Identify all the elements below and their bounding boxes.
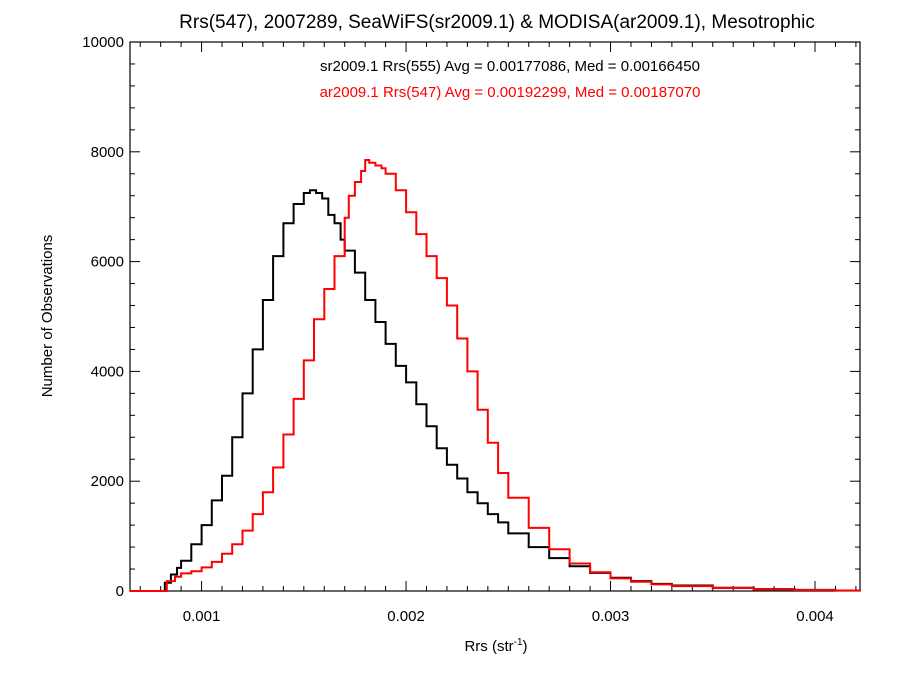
legend-entry-0: sr2009.1 Rrs(555) Avg = 0.00177086, Med … (320, 58, 700, 75)
series-group (130, 159, 861, 592)
x-tick-label: 0.002 (387, 608, 425, 625)
y-tick-label: 4000 (91, 363, 124, 380)
y-tick-label: 8000 (91, 144, 124, 161)
x-axis-label: Rrs (str-1) (464, 637, 527, 655)
series-line-1 (130, 159, 861, 592)
series-line-0 (130, 189, 861, 592)
x-axis-label-superscript: -1 (514, 637, 523, 648)
y-axis-label: Number of Observations (39, 235, 56, 398)
x-axis-label-main: Rrs (str (464, 638, 513, 655)
axis-tick-labels: 0 2000 4000 6000 8000 10000 0.001 0.002 0.003 0.0… (82, 34, 834, 625)
y-tick-label: 10000 (82, 34, 124, 51)
y-tick-label: 2000 (91, 473, 124, 490)
legend: sr2009.1 Rrs(555) Avg = 0.00177086, Med … (320, 58, 701, 101)
axis-ticks (130, 41, 860, 592)
y-tick-label: 0 (116, 583, 124, 600)
plot-frame (129, 41, 861, 592)
y-tick-label: 6000 (91, 254, 124, 271)
x-tick-label: 0.004 (796, 608, 834, 625)
x-tick-label: 0.001 (183, 608, 221, 625)
legend-entry-1: ar2009.1 Rrs(547) Avg = 0.00192299, Med … (320, 84, 701, 101)
x-axis-label-suffix: ) (523, 638, 528, 655)
x-tick-label: 0.003 (592, 608, 630, 625)
chart-title: Rrs(547), 2007289, SeaWiFS(sr2009.1) & M… (179, 12, 815, 33)
